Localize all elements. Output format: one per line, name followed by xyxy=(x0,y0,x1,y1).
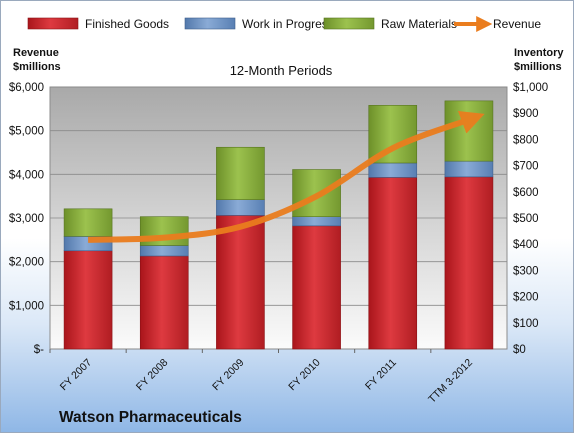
revenue-arrow xyxy=(87,111,485,243)
right-tick-label: $600 xyxy=(513,187,539,199)
bar-finished-goods xyxy=(139,255,189,350)
left-tick-label: $1,000 xyxy=(9,300,44,312)
legend-label: Finished Goods xyxy=(85,17,169,31)
right-axis-ticks: $0 $100 $200 $300 $400 $500 $600 $700 $800 $900 $1… xyxy=(513,82,548,356)
x-axis-ticks: FY 2007 FY 2008 FY 2009 FY 2010 FY 2011 TTM 3… xyxy=(58,357,475,406)
x-tick-label: FY 2011 xyxy=(363,357,399,393)
legend-item-revenue: Revenue xyxy=(454,16,541,32)
left-tick-label: $3,000 xyxy=(9,213,44,225)
left-tick-label: $- xyxy=(34,344,44,356)
right-tick-label: $900 xyxy=(513,108,539,120)
x-tick-label: FY 2010 xyxy=(286,357,323,394)
bar-finished-goods xyxy=(368,177,418,350)
left-axis-title-line1: Revenue xyxy=(13,47,59,59)
x-tick-label: TTM 3-2012 xyxy=(426,357,475,406)
right-axis-title-line1: Inventory xyxy=(514,47,564,59)
left-tick-label: $2,000 xyxy=(9,257,44,269)
legend: Finished Goods Work in Progress Raw Mate… xyxy=(27,16,541,32)
bar-raw-materials xyxy=(216,146,265,200)
legend-label: Revenue xyxy=(493,17,541,31)
left-tick-label: $6,000 xyxy=(9,82,44,94)
bar-raw-materials xyxy=(63,208,113,237)
right-tick-label: $400 xyxy=(513,239,539,251)
left-tick-label: $5,000 xyxy=(9,126,44,138)
x-tick-label: FY 2007 xyxy=(58,357,95,394)
bar-finished-goods xyxy=(63,250,113,350)
right-axis-title-line2: $millions xyxy=(514,61,562,73)
right-tick-label: $1,000 xyxy=(513,82,548,94)
left-axis-title-line2: $millions xyxy=(13,61,61,73)
left-tick-label: $4,000 xyxy=(9,169,44,181)
legend-item-work-in-progress: Work in Progress xyxy=(184,17,334,31)
bars xyxy=(49,100,494,353)
bar-work-in-progress xyxy=(216,199,265,216)
bar-work-in-progress xyxy=(292,216,341,227)
bar-finished-goods xyxy=(292,225,341,350)
legend-item-raw-materials: Raw Materials xyxy=(323,17,457,31)
bar-work-in-progress xyxy=(139,245,189,257)
right-tick-label: $700 xyxy=(513,161,539,173)
bar-work-in-progress xyxy=(368,162,418,178)
right-tick-label: $200 xyxy=(513,292,539,304)
bar-raw-materials xyxy=(444,100,494,162)
legend-item-finished-goods: Finished Goods xyxy=(27,17,169,31)
right-tick-label: $100 xyxy=(513,318,539,330)
bar-work-in-progress xyxy=(444,160,494,178)
legend-label: Work in Progress xyxy=(242,17,334,31)
right-tick-label: $800 xyxy=(513,134,539,146)
bar-finished-goods xyxy=(444,176,494,350)
revenue-line xyxy=(87,111,485,243)
right-tick-label: $0 xyxy=(513,344,526,356)
right-tick-label: $300 xyxy=(513,265,539,277)
bar-finished-goods xyxy=(216,215,265,350)
bar-raw-materials xyxy=(368,105,418,164)
x-tick-label: FY 2009 xyxy=(210,357,247,394)
right-tick-label: $500 xyxy=(513,213,539,225)
chart-subtitle: 12-Month Periods xyxy=(230,63,333,78)
left-axis-ticks: $- $1,000 $2,000 $3,000 $4,000 $5,000 $6,000 xyxy=(9,82,44,356)
x-tick-label: FY 2008 xyxy=(134,357,171,394)
legend-label: Raw Materials xyxy=(381,17,457,31)
company-name: Watson Pharmaceuticals xyxy=(59,409,242,426)
